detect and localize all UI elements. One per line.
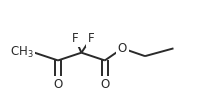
Text: F: F [88, 32, 95, 45]
Text: CH$_3$: CH$_3$ [10, 45, 34, 60]
Text: O: O [118, 42, 127, 55]
Text: O: O [100, 78, 110, 91]
Text: O: O [53, 78, 63, 91]
Text: F: F [71, 32, 78, 45]
